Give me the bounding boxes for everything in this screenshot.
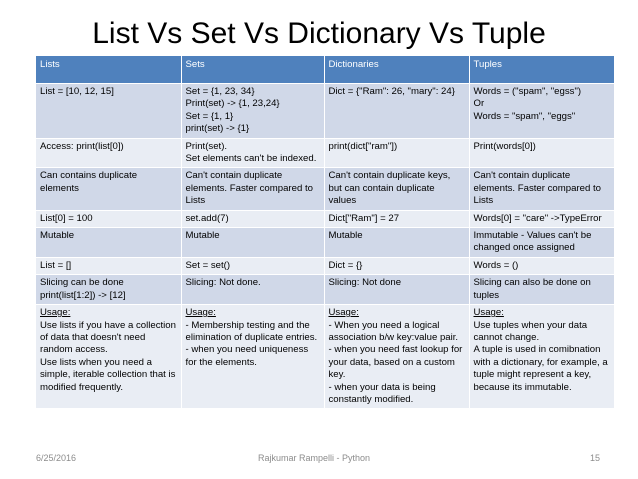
header-dictionaries: Dictionaries <box>324 56 470 84</box>
usage-cell: Usage: - Membership testing and the elim… <box>181 304 325 409</box>
usage-cell: Usage: - When you need a logical associa… <box>324 304 470 409</box>
table-cell: Slicing can be done print(list[1:2]) -> … <box>36 274 182 305</box>
table-row: Slicing can be done print(list[1:2]) -> … <box>36 274 615 305</box>
table-cell: List = [10, 12, 15] <box>36 83 182 139</box>
usage-label: Usage: <box>185 307 216 319</box>
usage-cell: Usage: Use lists if you have a collectio… <box>36 304 182 409</box>
footer-author: Rajkumar Rampelli - Python <box>258 453 371 463</box>
table-row: List = [10, 12, 15] Set = {1, 23, 34} Pr… <box>36 83 615 139</box>
table-cell: List[0] = 100 <box>36 209 182 228</box>
table-cell: Set = {1, 23, 34} Print(set) -> {1, 23,2… <box>181 83 325 139</box>
header-sets: Sets <box>181 56 325 84</box>
usage-label: Usage: <box>328 307 359 319</box>
table-cell: Slicing can also be done on tuples <box>469 274 615 305</box>
table-cell: Words = ("spam", "egss") Or Words = "spa… <box>469 83 615 139</box>
usage-label: Usage: <box>473 307 504 319</box>
usage-text: - When you need a logical association b/… <box>328 319 463 405</box>
table-row: List = [] Set = set() Dict = {} Words = … <box>36 256 615 275</box>
table-cell: Mutable <box>36 227 182 258</box>
table-cell: Dict["Ram"] = 27 <box>324 209 470 228</box>
table-header-row: Lists Sets Dictionaries Tuples <box>36 56 615 84</box>
header-tuples: Tuples <box>469 56 615 84</box>
table-row: Mutable Mutable Mutable Immutable - Valu… <box>36 227 615 258</box>
footer-page-number: 15 <box>590 453 601 463</box>
table-cell: Can't contain duplicate elements. Faster… <box>469 167 615 211</box>
table-cell: Print(set). Set elements can't be indexe… <box>181 137 325 168</box>
comparison-table: Lists Sets Dictionaries Tuples List = [1… <box>36 56 615 409</box>
table-cell: Set = set() <box>181 256 325 275</box>
table-cell: Dict = {} <box>324 256 470 275</box>
usage-label: Usage: <box>40 307 71 319</box>
table-cell: set.add(7) <box>181 209 325 228</box>
table-cell: Mutable <box>181 227 325 258</box>
table-cell: print(dict["ram"]) <box>324 137 470 168</box>
table-cell: Can't contain duplicate keys, but can co… <box>324 167 470 211</box>
usage-row: Usage: Use lists if you have a collectio… <box>36 304 615 409</box>
table-cell: Mutable <box>324 227 470 258</box>
table-cell: Print(words[0]) <box>469 137 615 168</box>
table-cell: Access: print(list[0]) <box>36 137 182 168</box>
table-cell: Slicing: Not done. <box>181 274 325 305</box>
table-row: Access: print(list[0]) Print(set). Set e… <box>36 137 615 168</box>
usage-text: - Membership testing and the elimination… <box>185 319 318 368</box>
usage-text: Use lists if you have a collection of da… <box>40 319 176 393</box>
table-cell: Slicing: Not done <box>324 274 470 305</box>
table-cell: Immutable - Values can't be changed once… <box>469 227 615 258</box>
header-lists: Lists <box>36 56 182 84</box>
slide-title: List Vs Set Vs Dictionary Vs Tuple <box>92 17 546 50</box>
table-cell: Words = () <box>469 256 615 275</box>
table-cell: Words[0] = "care" ->TypeError <box>469 209 615 228</box>
table-cell: Can contains duplicate elements <box>36 167 182 211</box>
footer-date: 6/25/2016 <box>36 453 77 463</box>
usage-text: Use tuples when your data cannot change.… <box>473 319 608 393</box>
table-cell: Can't contain duplicate elements. Faster… <box>181 167 325 211</box>
table-row: Can contains duplicate elements Can't co… <box>36 167 615 211</box>
table-row: List[0] = 100 set.add(7) Dict["Ram"] = 2… <box>36 209 615 228</box>
usage-cell: Usage: Use tuples when your data cannot … <box>469 304 615 409</box>
table-cell: List = [] <box>36 256 182 275</box>
table-cell: Dict = {"Ram": 26, "mary": 24} <box>324 83 470 139</box>
